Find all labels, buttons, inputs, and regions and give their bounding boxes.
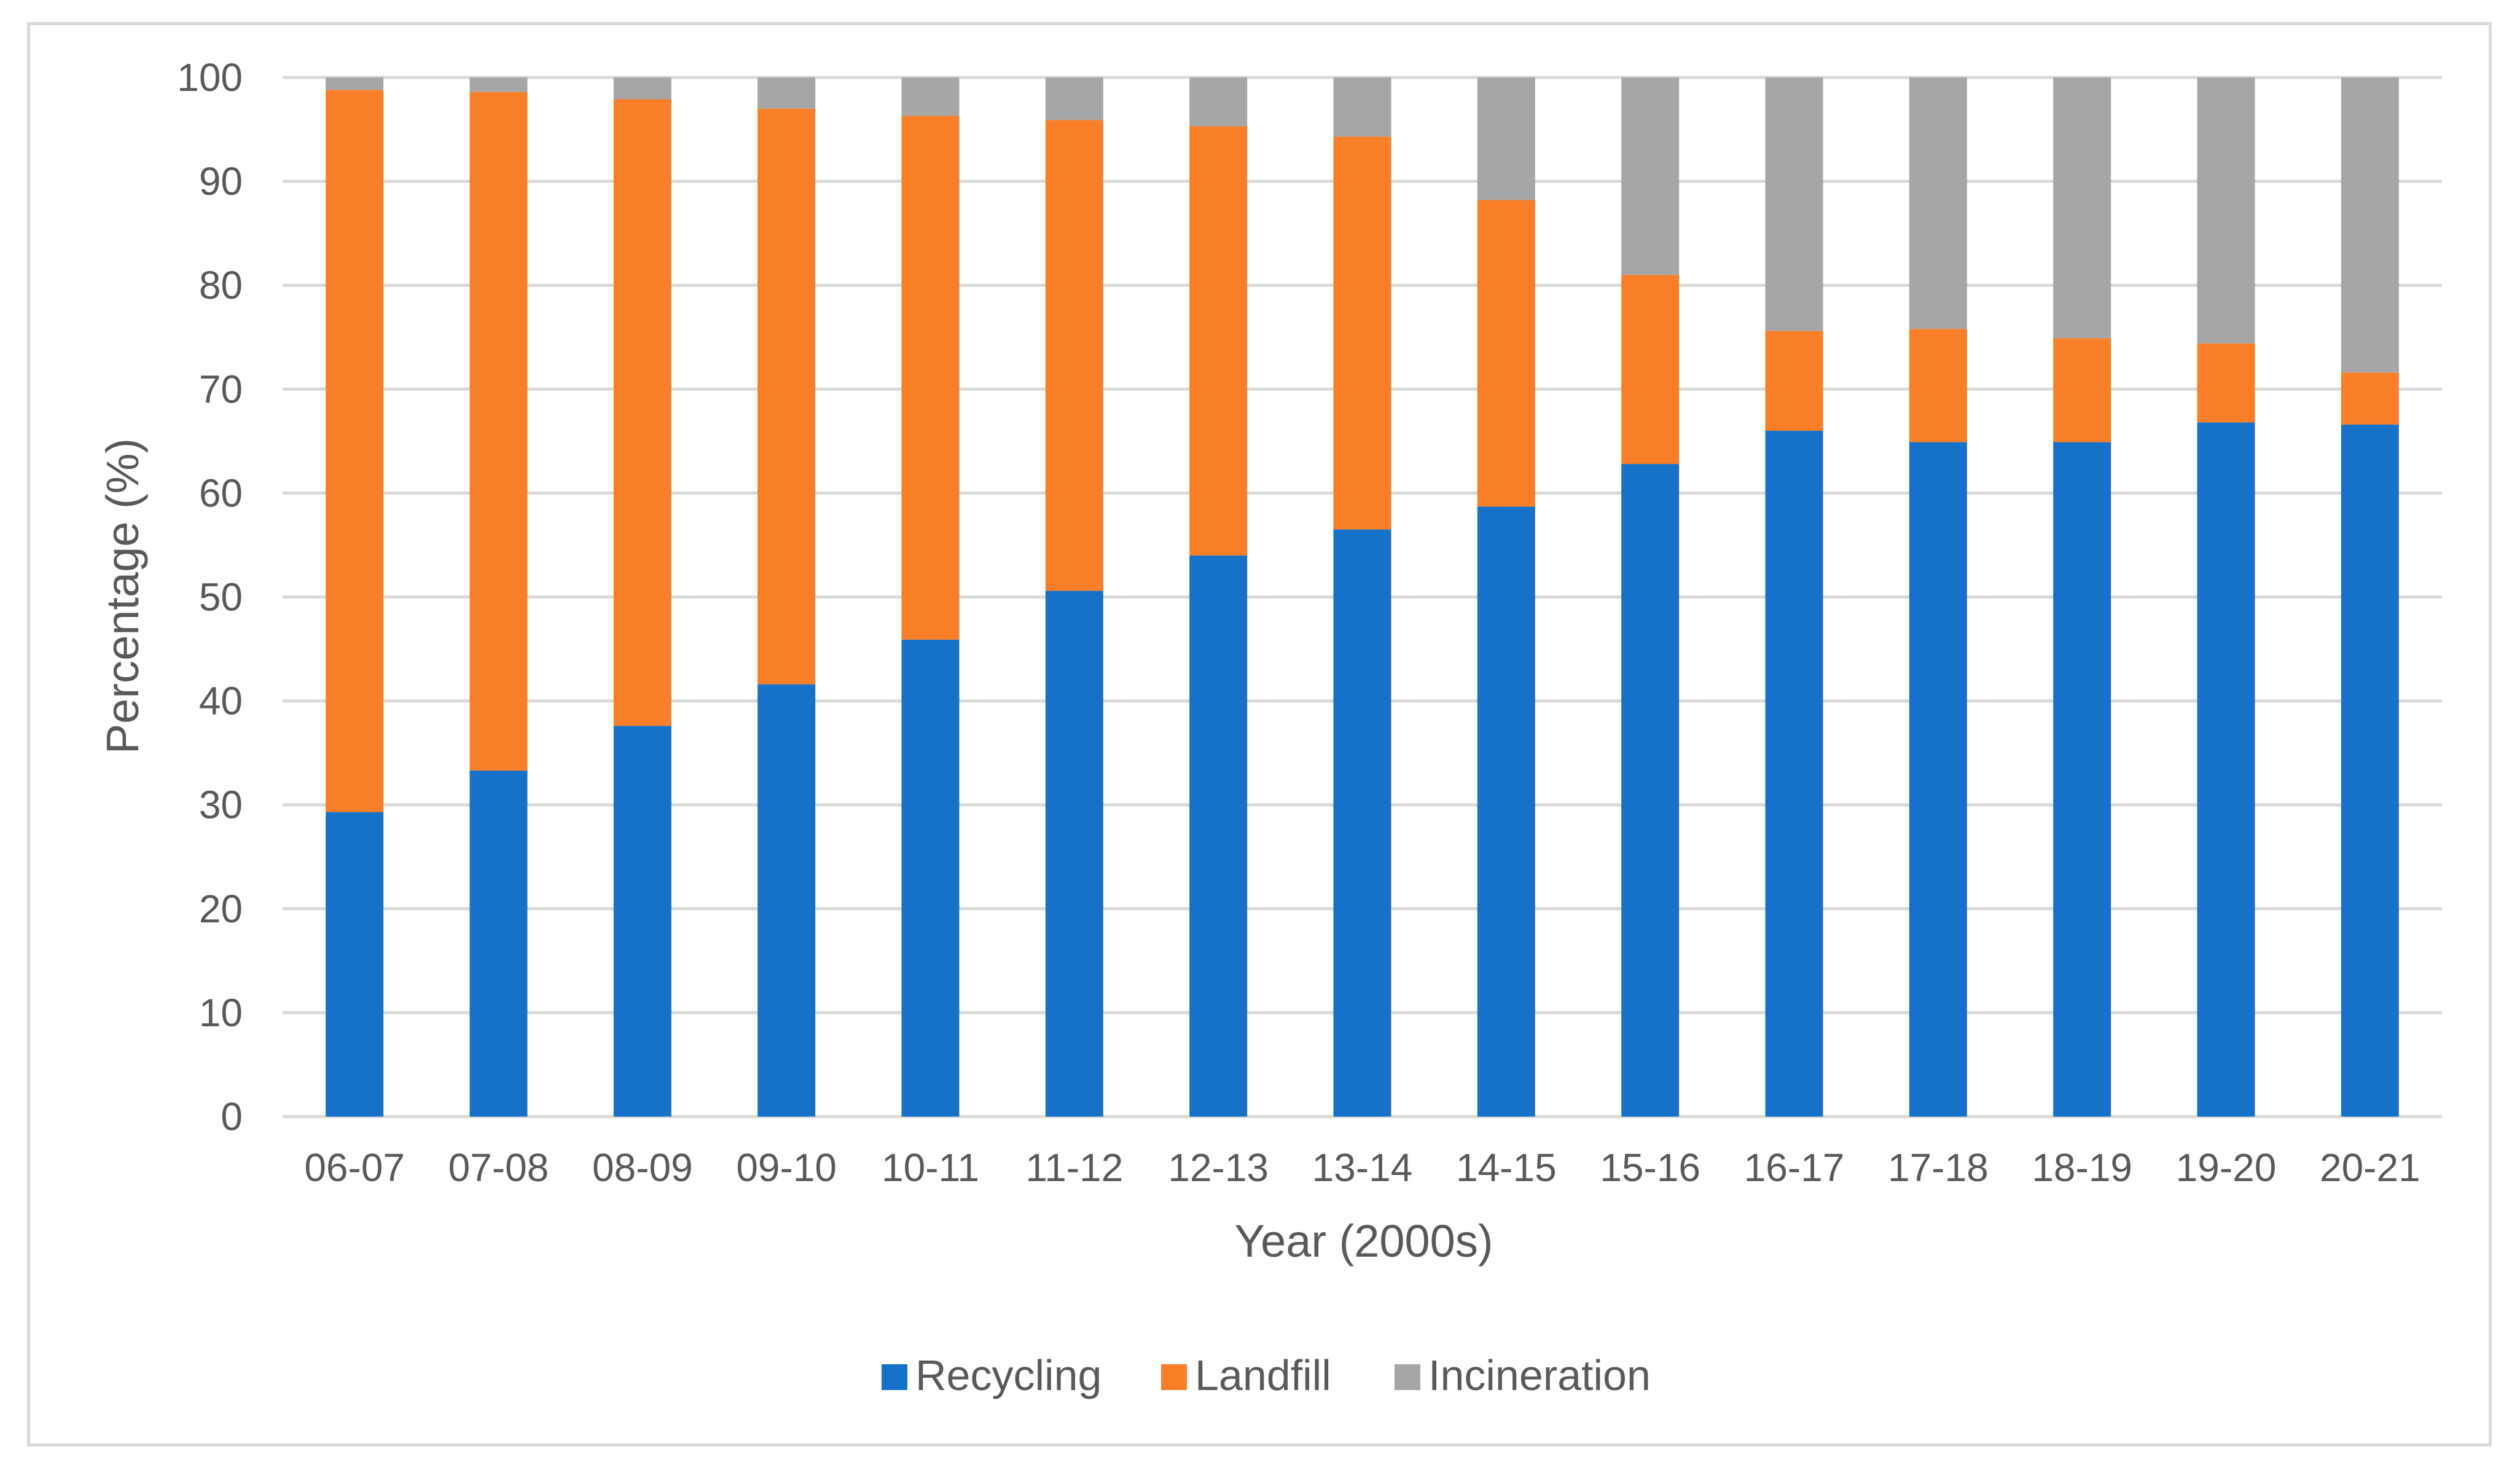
bar-incineration-06-07 (326, 77, 384, 90)
bar-recycling-15-16 (1621, 464, 1680, 1117)
bar-incineration-17-18 (1909, 77, 1967, 329)
x-tick-label: 17-18 (1888, 1145, 1989, 1190)
x-tick-label: 08-09 (592, 1145, 693, 1190)
x-tick-label: 19-20 (2176, 1145, 2277, 1190)
bar-landfill-17-18 (1909, 329, 1967, 442)
x-tick-label: 18-19 (2032, 1145, 2132, 1190)
bar-incineration-10-11 (901, 77, 960, 116)
bar-recycling-08-09 (613, 726, 671, 1117)
y-tick-label: 30 (199, 783, 243, 827)
y-tick-label: 20 (199, 887, 243, 931)
legend-swatch-incineration (1395, 1364, 1420, 1390)
bar-landfill-15-16 (1621, 275, 1680, 465)
legend-swatch-landfill (1161, 1364, 1187, 1390)
bar-incineration-09-10 (757, 77, 816, 109)
bar-landfill-08-09 (613, 99, 671, 726)
bar-incineration-20-21 (2341, 77, 2399, 373)
x-tick-label: 14-15 (1456, 1145, 1557, 1190)
bars (326, 77, 2399, 1117)
legend-swatch-recycling (882, 1364, 907, 1390)
x-axis-title: Year (2000s) (1235, 1216, 1493, 1267)
y-tick-label: 80 (199, 263, 243, 307)
x-tick-label: 09-10 (736, 1145, 837, 1190)
x-tick-label: 16-17 (1744, 1145, 1845, 1190)
x-tick-label: 13-14 (1312, 1145, 1413, 1190)
y-tick-label: 90 (199, 159, 243, 203)
x-tick-label: 12-13 (1168, 1145, 1269, 1190)
legend-label-landfill: Landfill (1195, 1351, 1331, 1399)
x-tick-label: 06-07 (304, 1145, 405, 1190)
bar-incineration-19-20 (2197, 77, 2255, 344)
x-tick-label: 20-21 (2320, 1145, 2420, 1190)
bar-incineration-12-13 (1189, 77, 1248, 127)
bar-landfill-10-11 (901, 116, 960, 640)
bar-recycling-11-12 (1045, 591, 1103, 1117)
y-tick-label: 50 (199, 575, 243, 619)
bar-landfill-13-14 (1333, 136, 1391, 530)
bar-incineration-07-08 (469, 77, 528, 92)
x-tick-label: 07-08 (448, 1145, 549, 1190)
bar-landfill-07-08 (469, 92, 528, 771)
bar-recycling-09-10 (757, 684, 816, 1117)
x-tick-label: 15-16 (1600, 1145, 1700, 1190)
y-tick-label: 0 (221, 1094, 243, 1139)
bar-recycling-10-11 (901, 639, 960, 1117)
y-tick-label: 60 (199, 471, 243, 515)
y-tick-label: 10 (199, 991, 243, 1035)
legend-label-incineration: Incineration (1428, 1351, 1651, 1399)
y-axis-title: Percentage (%) (97, 438, 148, 754)
y-tick-label: 70 (199, 367, 243, 411)
bar-incineration-13-14 (1333, 77, 1391, 137)
bar-recycling-13-14 (1333, 529, 1391, 1117)
legend: Recycling Landfill Incineration (882, 1351, 1651, 1399)
bar-incineration-08-09 (613, 77, 671, 100)
y-axis-ticks: 0 10 20 30 40 50 60 70 80 90 100 (177, 55, 243, 1139)
bar-landfill-18-19 (2053, 338, 2111, 442)
bar-recycling-16-17 (1765, 430, 1823, 1117)
x-axis-ticks: 06-07 07-08 08-09 09-10 10-11 11-12 12-13 13-14… (304, 1145, 2420, 1190)
legend-label-recycling: Recycling (915, 1351, 1102, 1399)
bar-recycling-12-13 (1189, 555, 1248, 1117)
bar-landfill-12-13 (1189, 126, 1248, 556)
bar-landfill-14-15 (1477, 200, 1535, 507)
bar-incineration-18-19 (2053, 77, 2111, 339)
bar-landfill-16-17 (1765, 331, 1823, 431)
bar-recycling-17-18 (1909, 442, 1967, 1117)
bar-recycling-06-07 (326, 812, 384, 1117)
bar-landfill-11-12 (1045, 120, 1103, 591)
bar-recycling-20-21 (2341, 424, 2399, 1117)
bar-recycling-18-19 (2053, 442, 2111, 1117)
y-tick-label: 40 (199, 679, 243, 723)
bar-landfill-06-07 (326, 90, 384, 812)
bar-recycling-07-08 (469, 770, 528, 1117)
bar-recycling-19-20 (2197, 422, 2255, 1117)
bar-landfill-09-10 (757, 108, 816, 685)
bar-incineration-11-12 (1045, 77, 1103, 120)
bar-incineration-16-17 (1765, 77, 1823, 331)
bar-landfill-19-20 (2197, 343, 2255, 423)
x-tick-label: 10-11 (882, 1145, 979, 1190)
bar-incineration-14-15 (1477, 77, 1535, 200)
bar-incineration-15-16 (1621, 77, 1680, 275)
x-tick-label: 11-12 (1025, 1145, 1123, 1190)
bar-landfill-20-21 (2341, 372, 2399, 425)
y-tick-label: 100 (177, 55, 243, 100)
bar-recycling-14-15 (1477, 506, 1535, 1117)
